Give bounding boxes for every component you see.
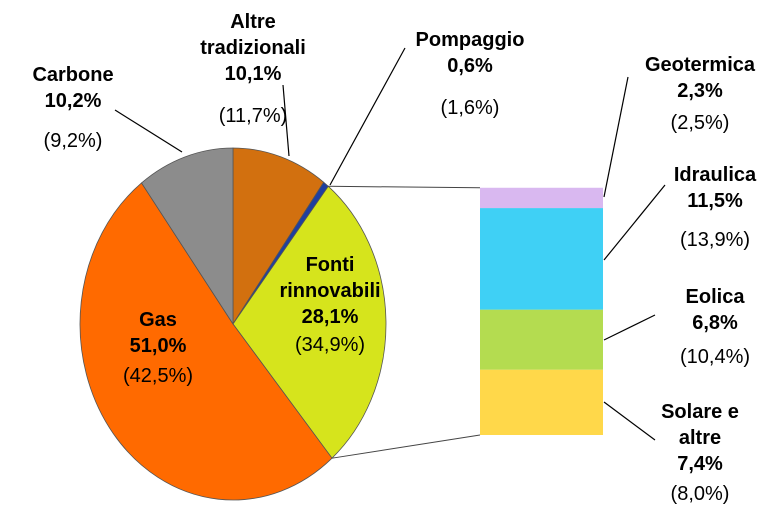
category-label: Pompaggio bbox=[415, 29, 525, 51]
connector bbox=[331, 434, 481, 459]
previous-value-label: (11,7%) bbox=[218, 105, 288, 127]
category-label: Idraulica bbox=[673, 164, 757, 186]
category-label: Gas bbox=[139, 309, 177, 331]
data-label: Eolica 6,8% (10,4%) bbox=[665, 284, 765, 370]
data-label: Fonti rinnovabili 28,1% (34,9%) bbox=[260, 252, 400, 358]
connector bbox=[328, 185, 481, 189]
bar-segment bbox=[480, 369, 603, 435]
previous-value-label: (10,4%) bbox=[679, 346, 751, 368]
data-label: Geotermica 2,3% (2,5%) bbox=[625, 52, 775, 136]
leader-line bbox=[603, 401, 656, 441]
value-label: 7,4% bbox=[677, 453, 723, 475]
pie-slice bbox=[232, 147, 325, 326]
leader-line bbox=[603, 76, 629, 198]
previous-value-label: (2,5%) bbox=[670, 112, 730, 134]
value-label: 2,3% bbox=[677, 80, 723, 102]
bar-segment bbox=[480, 187, 603, 209]
leaders bbox=[114, 47, 666, 441]
bar-segment bbox=[480, 208, 603, 310]
value-label: 51,0% bbox=[129, 335, 187, 357]
data-label: Pompaggio 0,6% (1,6%) bbox=[390, 27, 550, 121]
category-label: Solare e altre bbox=[661, 401, 739, 449]
value-label: 0,6% bbox=[447, 55, 493, 77]
leader-line bbox=[329, 47, 406, 186]
leader-line bbox=[603, 184, 666, 261]
value-label: 11,5% bbox=[687, 190, 743, 212]
data-label: Gas 51,0% (42,5%) bbox=[98, 307, 218, 389]
bar-segment bbox=[480, 309, 603, 370]
value-label: 28,1% bbox=[301, 306, 359, 328]
previous-value-label: (8,0%) bbox=[670, 483, 730, 505]
previous-value-label: (9,2%) bbox=[43, 130, 103, 152]
value-label: 10,1% bbox=[224, 63, 282, 85]
pie-slice bbox=[140, 147, 234, 326]
pie-slice bbox=[232, 185, 387, 459]
previous-value-label: (42,5%) bbox=[122, 365, 194, 387]
previous-value-label: (34,9%) bbox=[294, 334, 366, 356]
value-label: 10,2% bbox=[44, 90, 102, 112]
category-label: Carbone bbox=[32, 64, 114, 86]
category-label: Fonti rinnovabili bbox=[279, 254, 381, 302]
category-label: Altre tradizionali bbox=[200, 11, 306, 59]
leader-line bbox=[114, 109, 183, 153]
data-label: Altre tradizionali 10,1% (11,7%) bbox=[183, 9, 323, 129]
value-label: 6,8% bbox=[692, 312, 738, 334]
data-label: Carbone 10,2% (9,2%) bbox=[3, 62, 143, 154]
data-label: Solare e altre 7,4% (8,0%) bbox=[655, 399, 745, 507]
previous-value-label: (13,9%) bbox=[679, 229, 751, 251]
leader-line bbox=[282, 84, 290, 157]
category-label: Eolica bbox=[685, 286, 745, 308]
data-label: Idraulica 11,5% (13,9%) bbox=[655, 162, 775, 253]
previous-value-label: (1,6%) bbox=[440, 97, 500, 119]
leader-line bbox=[603, 314, 656, 341]
pie-slice bbox=[79, 182, 333, 501]
category-label: Geotermica bbox=[644, 54, 756, 76]
